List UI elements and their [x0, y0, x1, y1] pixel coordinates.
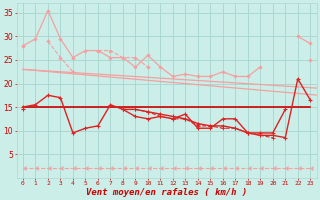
X-axis label: Vent moyen/en rafales ( km/h ): Vent moyen/en rafales ( km/h ) [86, 188, 247, 197]
